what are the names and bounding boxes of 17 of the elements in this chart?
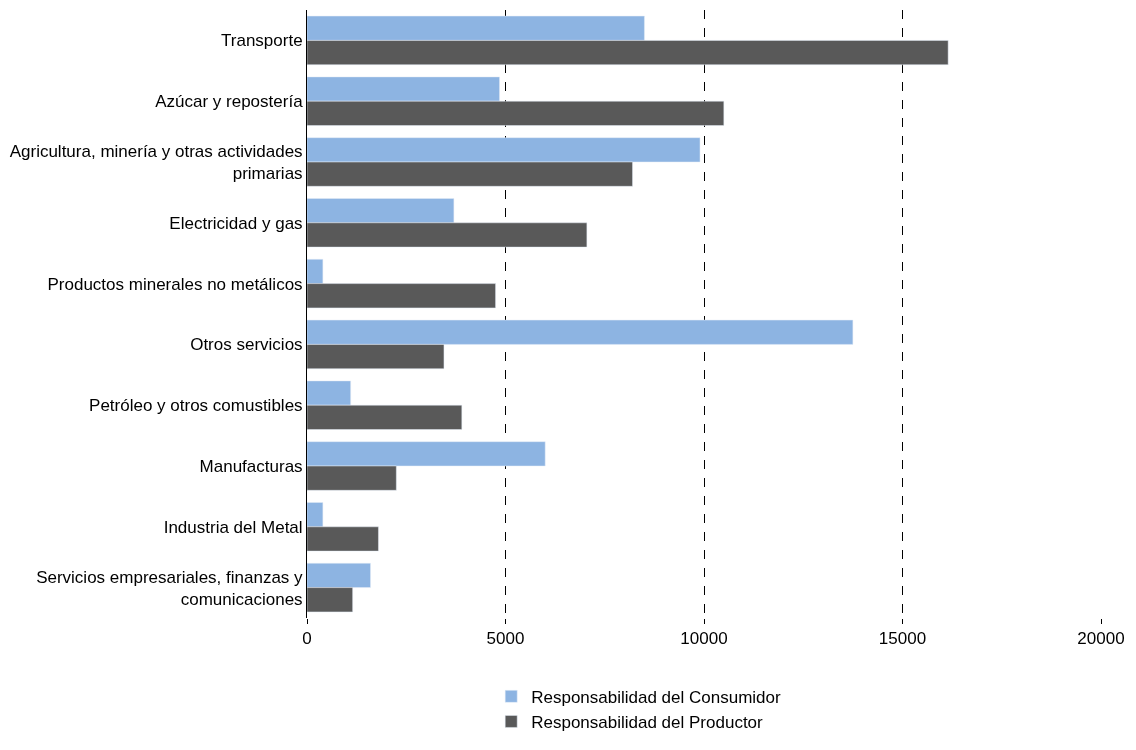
- x-tick-label: 20000: [1077, 629, 1125, 649]
- y-tick-label: Productos minerales no metálicos: [47, 274, 303, 294]
- x-tick-label: 15000: [878, 629, 927, 649]
- x-tick-label: 0: [302, 629, 312, 649]
- x-tick-label: 10000: [680, 629, 728, 649]
- y-tick-label: Otros servicios: [190, 335, 303, 355]
- y-tick-label: Manufacturas: [199, 456, 303, 476]
- y-tick-label: Agricultura, minería y otras actividades primarias: [9, 141, 303, 183]
- legend-label: Responsabilidad del Consumidor: [531, 687, 782, 707]
- y-tick-label: Industria del Metal: [163, 517, 303, 537]
- y-tick-label: Servicios empresariales, finanzas y comunicaciones: [36, 567, 304, 609]
- y-tick-label: Petróleo y otros comustibles: [89, 396, 303, 416]
- legend-label: Responsabilidad del Productor: [531, 713, 764, 733]
- x-tick-label: 5000: [486, 629, 525, 649]
- y-tick-label: Azúcar y repostería: [155, 92, 304, 112]
- y-tick-label: Transporte: [221, 31, 303, 51]
- y-tick-label: Electricidad y gas: [169, 213, 303, 233]
